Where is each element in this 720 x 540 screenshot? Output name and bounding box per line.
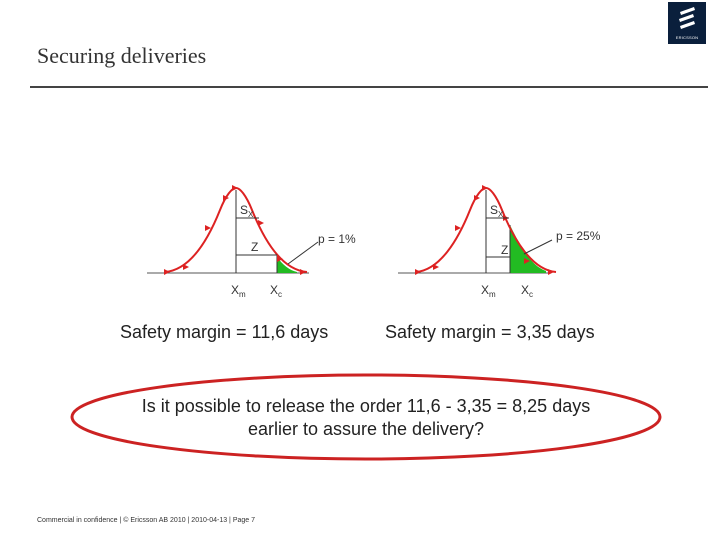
left-sx-label: SX — [240, 203, 254, 219]
right-p-pointer — [523, 239, 553, 255]
question-line-1: Is it possible to release the order 11,6… — [141, 396, 591, 416]
right-xm-label: Xm — [481, 283, 496, 299]
left-p-label: p = 1% — [318, 232, 356, 246]
left-p-pointer — [287, 241, 319, 265]
left-distribution — [147, 185, 319, 275]
left-xm-label: Xm — [231, 283, 246, 299]
left-curve-markers — [164, 185, 306, 275]
question-highlight-ellipse — [70, 373, 662, 461]
left-z-label: Z — [251, 240, 259, 254]
title-divider — [30, 86, 708, 88]
right-tail-area — [510, 225, 546, 273]
ericsson-logo-icon — [679, 7, 695, 29]
right-z-label: Z — [501, 243, 509, 257]
right-sx-label: SX — [490, 203, 504, 219]
left-safety-margin: Safety margin = 11,6 days — [120, 322, 329, 342]
left-xc-label: Xc — [270, 283, 283, 299]
right-safety-margin: Safety margin = 3,35 days — [385, 322, 595, 342]
right-distribution — [398, 185, 557, 275]
left-tail-area — [277, 257, 297, 273]
ericsson-logo: ERICSSON — [668, 2, 706, 44]
question-text: Is it possible to release the order 11,6… — [100, 395, 632, 441]
right-p-label: p = 25% — [556, 229, 601, 243]
logo-wordmark: ERICSSON — [675, 35, 699, 40]
footer-text: Commercial in confidence | © Ericsson AB… — [37, 517, 256, 524]
slide-title: Securing deliveries — [37, 43, 207, 68]
question-line-2: earlier to assure the delivery? — [247, 419, 485, 439]
right-xc-label: Xc — [521, 283, 534, 299]
